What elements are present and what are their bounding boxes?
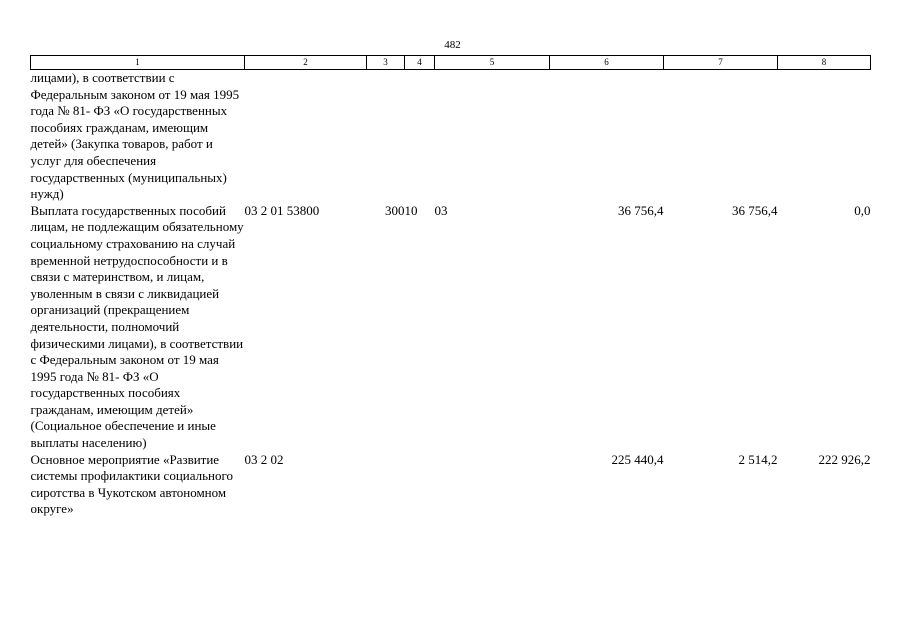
column-number: 8	[777, 55, 871, 70]
subsection	[435, 452, 550, 518]
amount-col7	[664, 70, 778, 203]
column-number: 3	[366, 55, 405, 70]
amount-col7: 36 756,4	[732, 202, 778, 218]
expense-type	[367, 70, 405, 203]
amount-col8: 0,0	[854, 202, 871, 218]
section	[405, 70, 435, 203]
row-name: лицами), в соответствии с Федеральным за…	[30, 70, 240, 202]
column-number: 4	[404, 55, 435, 70]
amount-col8	[778, 70, 871, 203]
amount-total: 36 756,4	[618, 202, 664, 218]
row-name: Выплата государственных пособий лицам, н…	[30, 202, 244, 451]
table-row: лицами), в соответствии с Федеральным за…	[31, 70, 871, 203]
target-code: 03 2 01 53800	[244, 202, 320, 218]
expense-type	[367, 452, 405, 518]
amount-total	[550, 70, 664, 203]
column-number: 5	[434, 55, 550, 70]
column-number: 7	[663, 55, 778, 70]
amount-col7: 2 514,2	[738, 451, 778, 467]
amount-col8: 222 926,2	[818, 451, 871, 467]
amount-total: 225 440,4	[611, 451, 664, 467]
column-number: 2	[244, 55, 367, 70]
target-code	[245, 70, 367, 203]
subsection: 03	[434, 202, 448, 218]
column-number: 6	[549, 55, 664, 70]
row-name: Основное мероприятие «Развитие системы п…	[30, 451, 234, 517]
subsection	[435, 70, 550, 203]
section	[405, 452, 435, 518]
table-row: Выплата государственных пособий лицам, н…	[31, 203, 871, 452]
table-row: Основное мероприятие «Развитие системы п…	[31, 452, 871, 518]
budget-table: 1 2 3 4 5 6 7 8 лицами), в соответствии …	[30, 55, 871, 518]
section: 10	[404, 202, 418, 218]
column-number: 1	[30, 55, 245, 70]
target-code: 03 2 02	[244, 451, 284, 467]
page-number: 482	[444, 39, 461, 51]
column-number-row: 1 2 3 4 5 6 7 8	[30, 55, 871, 70]
expense-type: 300	[385, 202, 405, 218]
